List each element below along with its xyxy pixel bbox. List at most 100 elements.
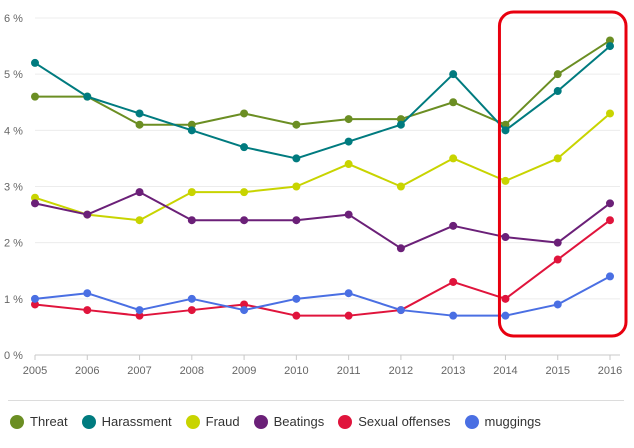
data-point (606, 272, 614, 281)
x-tick-label: 2014 (493, 365, 517, 377)
data-point (553, 255, 562, 264)
data-point (553, 238, 562, 247)
series-line (35, 39, 611, 126)
legend-swatch (185, 414, 200, 429)
series-line (34, 45, 611, 160)
legend-item[interactable]: Beatings (253, 414, 325, 429)
legend-swatch (253, 414, 268, 429)
y-axis-ticks: 0 % 1 % 2 % 3 % 4 % 5 % 6 % (4, 13, 23, 362)
series-muggings (31, 272, 614, 320)
series-fraud (31, 109, 614, 225)
data-point (135, 109, 144, 118)
data-point (344, 160, 353, 169)
y-tick-label: 1 % (4, 294, 23, 306)
y-tick-label: 2 % (4, 238, 23, 250)
data-point (83, 210, 92, 219)
data-point (396, 306, 405, 315)
series-layer (31, 36, 614, 320)
data-point (553, 300, 562, 309)
legend-label: Beatings (273, 414, 325, 429)
data-point (187, 216, 196, 225)
data-point (240, 216, 249, 225)
data-point (135, 306, 144, 315)
data-point (449, 221, 458, 230)
legend-swatch (81, 414, 96, 429)
x-tick-label: 2005 (23, 365, 47, 377)
data-point (449, 311, 458, 320)
y-tick-label: 5 % (4, 69, 23, 81)
data-point (187, 294, 196, 303)
x-axis-ticks: 2005 2006 2007 2008 2009 2010 2011 2012 2013 2014… (23, 355, 622, 377)
data-point (292, 154, 301, 163)
data-point (396, 182, 405, 191)
data-point (396, 115, 405, 124)
x-tick-label: 2012 (389, 365, 413, 377)
data-point (449, 277, 458, 286)
data-point (31, 199, 39, 208)
legend-label: muggings (484, 414, 541, 429)
data-point (187, 126, 196, 135)
series-harassment (31, 42, 614, 163)
data-point (553, 87, 562, 96)
data-point (396, 244, 405, 253)
x-tick-label: 2009 (232, 365, 256, 377)
legend-item[interactable]: muggings (464, 414, 541, 429)
data-point (187, 306, 196, 315)
data-point (135, 216, 144, 225)
data-point (606, 216, 614, 225)
data-point (292, 216, 301, 225)
legend-divider (8, 400, 624, 401)
series-line (34, 219, 611, 317)
x-tick-label: 2011 (337, 365, 361, 377)
data-point (344, 210, 353, 219)
series-line (34, 275, 611, 317)
data-point (240, 109, 249, 118)
data-point (501, 233, 510, 242)
highlight-box (497, 10, 628, 338)
x-tick-label: 2010 (284, 365, 308, 377)
data-point (240, 300, 249, 309)
data-point (449, 98, 458, 107)
data-point (449, 154, 458, 163)
data-point (606, 42, 614, 51)
data-point (292, 120, 301, 129)
legend-item[interactable]: Sexual offenses (338, 414, 451, 429)
data-point (83, 92, 92, 101)
data-point (606, 36, 614, 45)
data-point (83, 289, 92, 298)
data-point (292, 294, 301, 303)
legend-item[interactable]: Threat (10, 414, 68, 429)
x-tick-label: 2007 (127, 365, 151, 377)
x-tick-label: 2015 (545, 365, 569, 377)
data-point (31, 58, 39, 67)
data-point (606, 199, 614, 208)
x-tick-label: 2008 (180, 365, 204, 377)
legend-item[interactable]: Fraud (185, 414, 240, 429)
data-point (135, 188, 144, 197)
legend-item[interactable]: Harassment (81, 414, 172, 429)
series-line (34, 191, 611, 250)
legend-label: Fraud (205, 414, 240, 429)
x-tick-label: 2006 (75, 365, 99, 377)
y-tick-label: 4 % (4, 125, 23, 137)
data-point (240, 143, 249, 152)
data-point (240, 306, 249, 315)
data-point (396, 120, 405, 129)
data-point (31, 92, 39, 101)
data-point (135, 120, 144, 129)
data-point (344, 115, 353, 124)
line-chart: 0 %1 %2 %3 %4 %5 %6 % 2005 2006 2007 2008 20… (4, 10, 628, 377)
data-point (187, 188, 196, 197)
data-point (501, 126, 510, 135)
data-point (31, 294, 39, 303)
legend-swatch (10, 414, 24, 429)
data-point (501, 311, 510, 320)
data-point (606, 109, 614, 118)
data-point (501, 176, 510, 185)
data-point (135, 311, 144, 320)
y-tick-label: 0 % (4, 350, 23, 362)
x-tick-label: 2016 (598, 365, 622, 377)
data-point (553, 154, 562, 163)
series-beatings (31, 188, 614, 253)
